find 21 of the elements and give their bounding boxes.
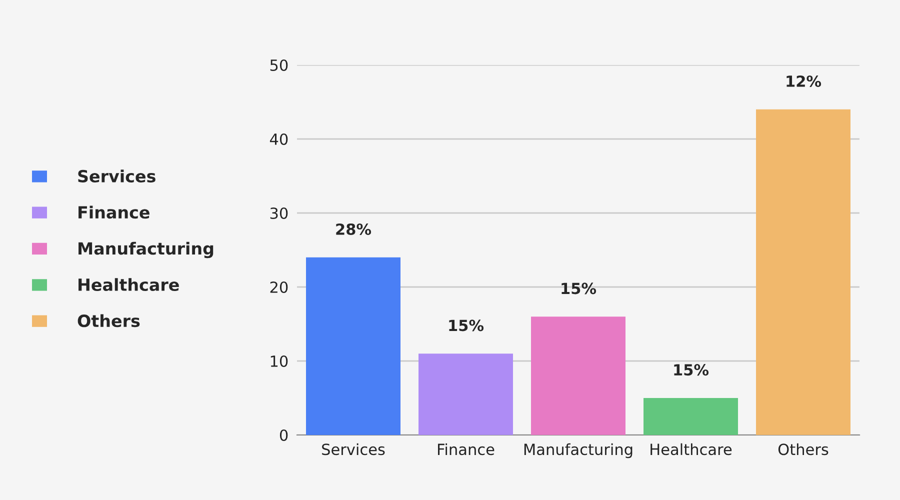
legend-label: Manufacturing [78, 242, 214, 258]
y-tick-label: 20 [270, 281, 288, 294]
legend-label: Finance [78, 206, 150, 219]
y-tick-label: 50 [270, 59, 288, 72]
legend-label: Others [78, 314, 140, 328]
legend-label: Services [78, 170, 156, 183]
x-tick-label: Finance [438, 443, 494, 456]
y-tick-label: 10 [270, 355, 288, 368]
y-tick-label: 0 [280, 429, 288, 442]
text: 15% [449, 320, 484, 332]
y-tick-label: 40 [270, 133, 288, 146]
x-tick-label: Manufacturing [524, 443, 632, 458]
x-tick-label: Healthcare [650, 443, 732, 456]
text: 15% [674, 364, 709, 376]
text: 15% [562, 282, 596, 294]
text: 12% [786, 75, 822, 87]
x-tick-label: Others [778, 443, 828, 456]
legend-label: Healthcare [78, 278, 179, 292]
x-tick-label: Services [322, 443, 385, 456]
y-tick-label: 30 [270, 207, 288, 220]
text: 28% [336, 223, 372, 235]
